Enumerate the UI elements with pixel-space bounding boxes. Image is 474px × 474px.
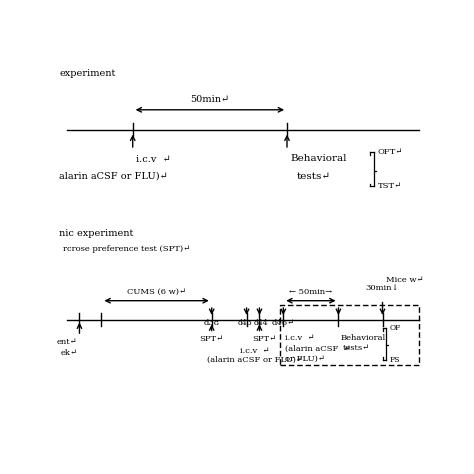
Text: rcrose preference test (SPT)↵: rcrose preference test (SPT)↵ [63,245,190,253]
Text: ent↵: ent↵ [57,338,78,346]
Text: ek↵: ek↵ [61,349,78,357]
Text: FS: FS [389,356,400,364]
Text: or FLU)↵: or FLU)↵ [285,355,325,363]
Text: SPT↵: SPT↵ [252,335,276,343]
Text: nic experiment: nic experiment [59,229,134,238]
Text: d43: d43 [238,319,253,327]
Text: i.c.v  ↵: i.c.v ↵ [240,347,270,355]
Text: d38: d38 [204,319,220,327]
Text: (alarin aCSF  ↵: (alarin aCSF ↵ [285,345,351,353]
Text: SPT↵: SPT↵ [200,335,224,343]
Text: i.c.v  ↵: i.c.v ↵ [137,155,171,164]
Text: 50min↵: 50min↵ [190,95,229,104]
Text: Behavioral: Behavioral [291,154,347,163]
Text: alarin aCSF or FLU)↵: alarin aCSF or FLU)↵ [59,172,168,181]
Text: d44: d44 [254,319,268,327]
Text: OFT↵: OFT↵ [378,148,403,156]
Text: tests↵: tests↵ [343,345,370,353]
Text: 30min↓: 30min↓ [366,284,399,292]
Text: Behavioral: Behavioral [340,334,385,342]
Text: ← 50min→: ← 50min→ [289,288,332,296]
Text: tests↵: tests↵ [296,172,330,181]
Text: i.c.v  ↵: i.c.v ↵ [285,334,315,342]
Text: experiment: experiment [59,69,116,78]
Text: TST↵: TST↵ [378,182,402,191]
Text: (alarin aCSF or FLU)↵: (alarin aCSF or FLU)↵ [207,356,303,364]
Text: CUMS (6 w)↵: CUMS (6 w)↵ [127,288,186,296]
Text: Mice w↵: Mice w↵ [386,276,424,284]
Text: OF: OF [389,324,401,332]
Text: d46↵: d46↵ [272,319,295,327]
